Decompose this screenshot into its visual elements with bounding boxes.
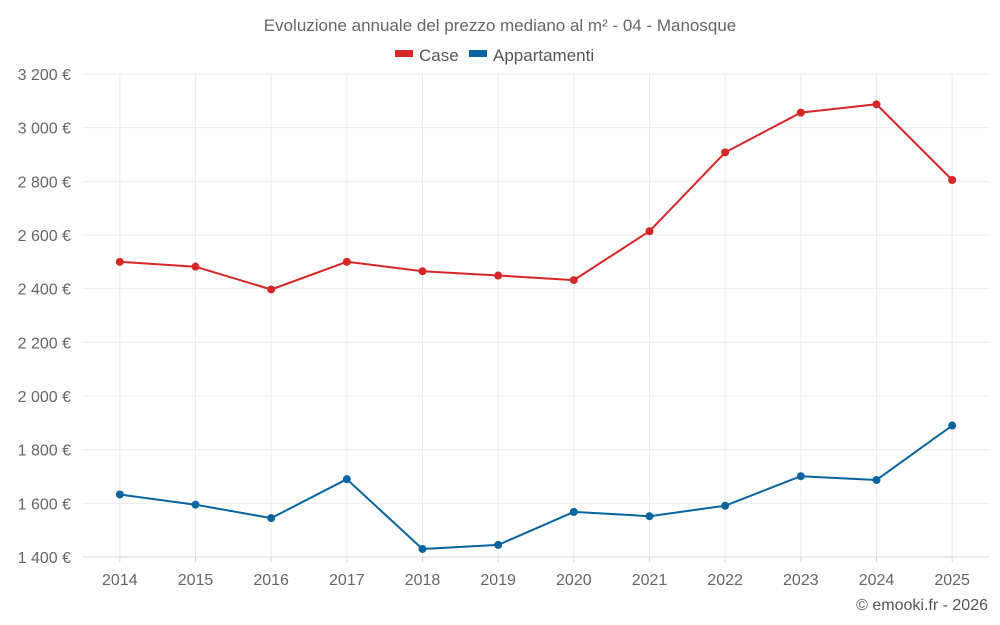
data-point-appartamenti[interactable] bbox=[948, 421, 957, 430]
data-point-case[interactable] bbox=[342, 257, 351, 266]
data-point-appartamenti[interactable] bbox=[494, 540, 503, 549]
x-tick-label: 2018 bbox=[405, 572, 441, 589]
data-point-appartamenti[interactable] bbox=[569, 507, 578, 516]
data-point-case[interactable] bbox=[115, 257, 124, 266]
series-appartamenti bbox=[115, 421, 957, 553]
data-point-appartamenti[interactable] bbox=[115, 490, 124, 499]
credit-text: © emooki.fr - 2026 bbox=[856, 597, 988, 614]
x-tick-label: 2020 bbox=[556, 572, 592, 589]
x-tick-label: 2022 bbox=[707, 572, 743, 589]
legend-label-appartamenti[interactable]: Appartamenti bbox=[493, 46, 594, 65]
x-tick-label: 2014 bbox=[102, 572, 138, 589]
x-tick-label: 2021 bbox=[632, 572, 668, 589]
data-point-case[interactable] bbox=[418, 267, 427, 276]
data-point-appartamenti[interactable] bbox=[721, 501, 730, 510]
grid bbox=[82, 73, 990, 557]
legend-swatch-case bbox=[395, 50, 413, 57]
series-line-appartamenti bbox=[119, 424, 953, 550]
x-tick-label: 2015 bbox=[178, 572, 214, 589]
chart-title: Evoluzione annuale del prezzo mediano al… bbox=[264, 16, 737, 35]
data-point-appartamenti[interactable] bbox=[872, 475, 881, 484]
data-point-case[interactable] bbox=[645, 227, 654, 236]
x-tick-label: 2016 bbox=[253, 572, 289, 589]
y-tick-label: 2 000 € bbox=[18, 389, 71, 406]
data-point-appartamenti[interactable] bbox=[418, 544, 427, 553]
y-tick-label: 2 400 € bbox=[18, 282, 71, 299]
y-tick-label: 2 600 € bbox=[18, 228, 71, 245]
data-point-appartamenti[interactable] bbox=[645, 512, 654, 521]
data-point-appartamenti[interactable] bbox=[191, 500, 200, 509]
data-point-case[interactable] bbox=[569, 276, 578, 285]
data-point-case[interactable] bbox=[494, 271, 503, 280]
data-point-case[interactable] bbox=[948, 175, 957, 184]
axes: 1 400 € 1 600 € 1 800 € 2 000 € 2 200 € 2 400… bbox=[18, 67, 990, 589]
y-tick-label: 1 600 € bbox=[18, 496, 71, 513]
data-point-case[interactable] bbox=[872, 100, 881, 109]
data-point-case[interactable] bbox=[796, 108, 805, 117]
x-tick-label: 2023 bbox=[783, 572, 819, 589]
y-tick-label: 3 200 € bbox=[18, 67, 71, 84]
x-tick-label: 2019 bbox=[480, 572, 516, 589]
y-tick-label: 1 400 € bbox=[18, 550, 71, 567]
y-tick-label: 1 800 € bbox=[18, 443, 71, 460]
data-point-appartamenti[interactable] bbox=[796, 472, 805, 481]
y-tick-label: 2 200 € bbox=[18, 335, 71, 352]
data-point-case[interactable] bbox=[267, 285, 276, 294]
series-line-case bbox=[119, 103, 953, 291]
data-point-appartamenti[interactable] bbox=[342, 475, 351, 484]
data-point-appartamenti[interactable] bbox=[267, 514, 276, 523]
legend-label-case[interactable]: Case bbox=[419, 46, 459, 65]
x-tick-label: 2017 bbox=[329, 572, 365, 589]
y-tick-label: 3 000 € bbox=[18, 121, 71, 138]
x-tick-label: 2024 bbox=[859, 572, 895, 589]
legend-swatch-appartamenti bbox=[469, 50, 487, 57]
data-point-case[interactable] bbox=[191, 262, 200, 271]
series-layer bbox=[115, 100, 957, 553]
series-case bbox=[115, 100, 957, 294]
y-tick-label: 2 800 € bbox=[18, 174, 71, 191]
data-point-case[interactable] bbox=[721, 148, 730, 157]
legend: Case Appartamenti bbox=[395, 46, 594, 65]
x-tick-label: 2025 bbox=[934, 572, 970, 589]
